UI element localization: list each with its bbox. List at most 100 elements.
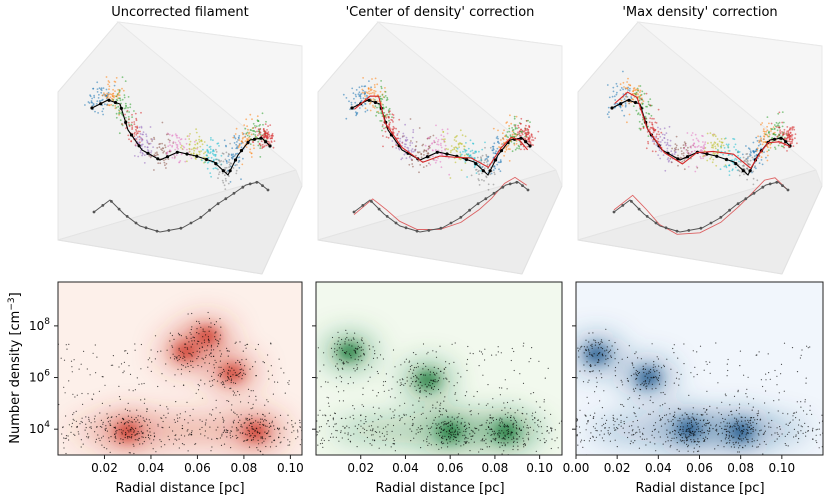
- particle-point: [179, 417, 181, 419]
- particle-point: [377, 372, 379, 375]
- cloud-point: [395, 147, 398, 149]
- particle-point: [371, 434, 373, 436]
- cloud-point: [464, 135, 467, 138]
- particle-point: [256, 413, 259, 415]
- cloud-point: [503, 154, 505, 157]
- particle-point: [670, 444, 672, 447]
- cloud-point: [259, 128, 261, 131]
- particle-point: [428, 442, 430, 444]
- particle-point: [707, 433, 710, 435]
- particle-point: [687, 422, 689, 424]
- cloud-point: [262, 134, 264, 137]
- cloud-point: [410, 151, 413, 153]
- particle-point: [683, 440, 685, 442]
- particle-point: [369, 376, 371, 378]
- particle-point: [190, 364, 192, 367]
- particle-point: [544, 409, 546, 411]
- cloud-point: [683, 159, 686, 162]
- particle-point: [426, 353, 428, 355]
- cloud-point: [399, 140, 401, 143]
- shadow-node: [630, 200, 633, 203]
- cloud-point: [492, 169, 495, 172]
- cloud-point: [440, 134, 443, 137]
- particle-point: [323, 439, 325, 442]
- particle-point: [495, 418, 498, 421]
- cloud-point: [398, 118, 401, 121]
- cloud-point: [165, 167, 167, 169]
- particle-point: [68, 343, 70, 345]
- cloud-point: [374, 77, 377, 80]
- cloud-point: [524, 128, 527, 131]
- particle-point: [588, 332, 590, 334]
- cloud-point: [722, 144, 725, 147]
- shadow-node: [155, 229, 159, 233]
- particle-point: [446, 378, 448, 380]
- point-cloud-segment: [84, 81, 116, 116]
- particle-point: [150, 370, 152, 372]
- particle-point: [208, 354, 210, 356]
- particle-point: [440, 422, 443, 424]
- cloud-point: [368, 90, 370, 93]
- particle-point: [446, 431, 448, 433]
- cloud-point: [380, 112, 383, 115]
- cloud-point: [140, 149, 142, 152]
- cloud-point: [433, 159, 436, 162]
- particle-point: [480, 448, 482, 450]
- particle-point: [115, 430, 117, 432]
- cloud-point: [494, 167, 497, 170]
- particle-point: [527, 431, 529, 433]
- particle-point: [242, 350, 244, 352]
- cloud-point: [654, 121, 657, 124]
- cloud-point: [483, 167, 486, 170]
- cloud-point: [628, 102, 630, 105]
- particle-point: [243, 372, 245, 374]
- cloud-point: [370, 92, 372, 95]
- particle-point: [174, 355, 176, 357]
- cloud-point: [752, 141, 755, 144]
- particle-point: [513, 369, 515, 372]
- particle-point: [453, 385, 455, 387]
- particle-point: [653, 369, 655, 371]
- particle-point: [501, 438, 503, 440]
- cloud-point: [677, 154, 679, 157]
- particle-point: [229, 370, 231, 372]
- particle-point: [485, 404, 487, 406]
- particle-point: [526, 424, 528, 426]
- cloud-point: [437, 143, 440, 146]
- particle-point: [335, 386, 338, 388]
- particle-point: [204, 331, 206, 333]
- cloud-point: [474, 150, 476, 153]
- particle-point: [670, 420, 672, 422]
- cloud-point: [723, 165, 726, 168]
- point-cloud-segment: [201, 137, 223, 178]
- cloud-point: [769, 146, 772, 149]
- particle-point: [223, 430, 225, 432]
- cloud-point: [670, 150, 673, 153]
- cloud-point: [263, 129, 265, 132]
- cloud-point: [513, 117, 516, 120]
- particle-point: [260, 418, 262, 420]
- cloud-point: [218, 173, 220, 176]
- cloud-point: [249, 151, 251, 154]
- cloud-point: [642, 125, 645, 128]
- particle-point: [259, 427, 261, 429]
- cloud-point: [781, 125, 784, 128]
- particle-point: [503, 425, 505, 427]
- cloud-point: [608, 96, 611, 99]
- particle-point: [244, 440, 246, 442]
- particle-point: [209, 426, 211, 428]
- particle-point: [347, 438, 349, 440]
- shadow-node: [781, 184, 784, 188]
- cloud-point: [612, 90, 615, 93]
- cloud-point: [442, 138, 444, 141]
- particle-point: [191, 312, 193, 315]
- cloud-point: [779, 132, 782, 135]
- particle-point: [515, 421, 518, 423]
- particle-point: [522, 406, 524, 409]
- cloud-point: [492, 152, 495, 154]
- particle-point: [173, 358, 176, 360]
- particle-point: [783, 390, 785, 392]
- particle-point: [458, 428, 460, 430]
- cloud-point: [415, 141, 418, 143]
- cloud-point: [361, 85, 363, 88]
